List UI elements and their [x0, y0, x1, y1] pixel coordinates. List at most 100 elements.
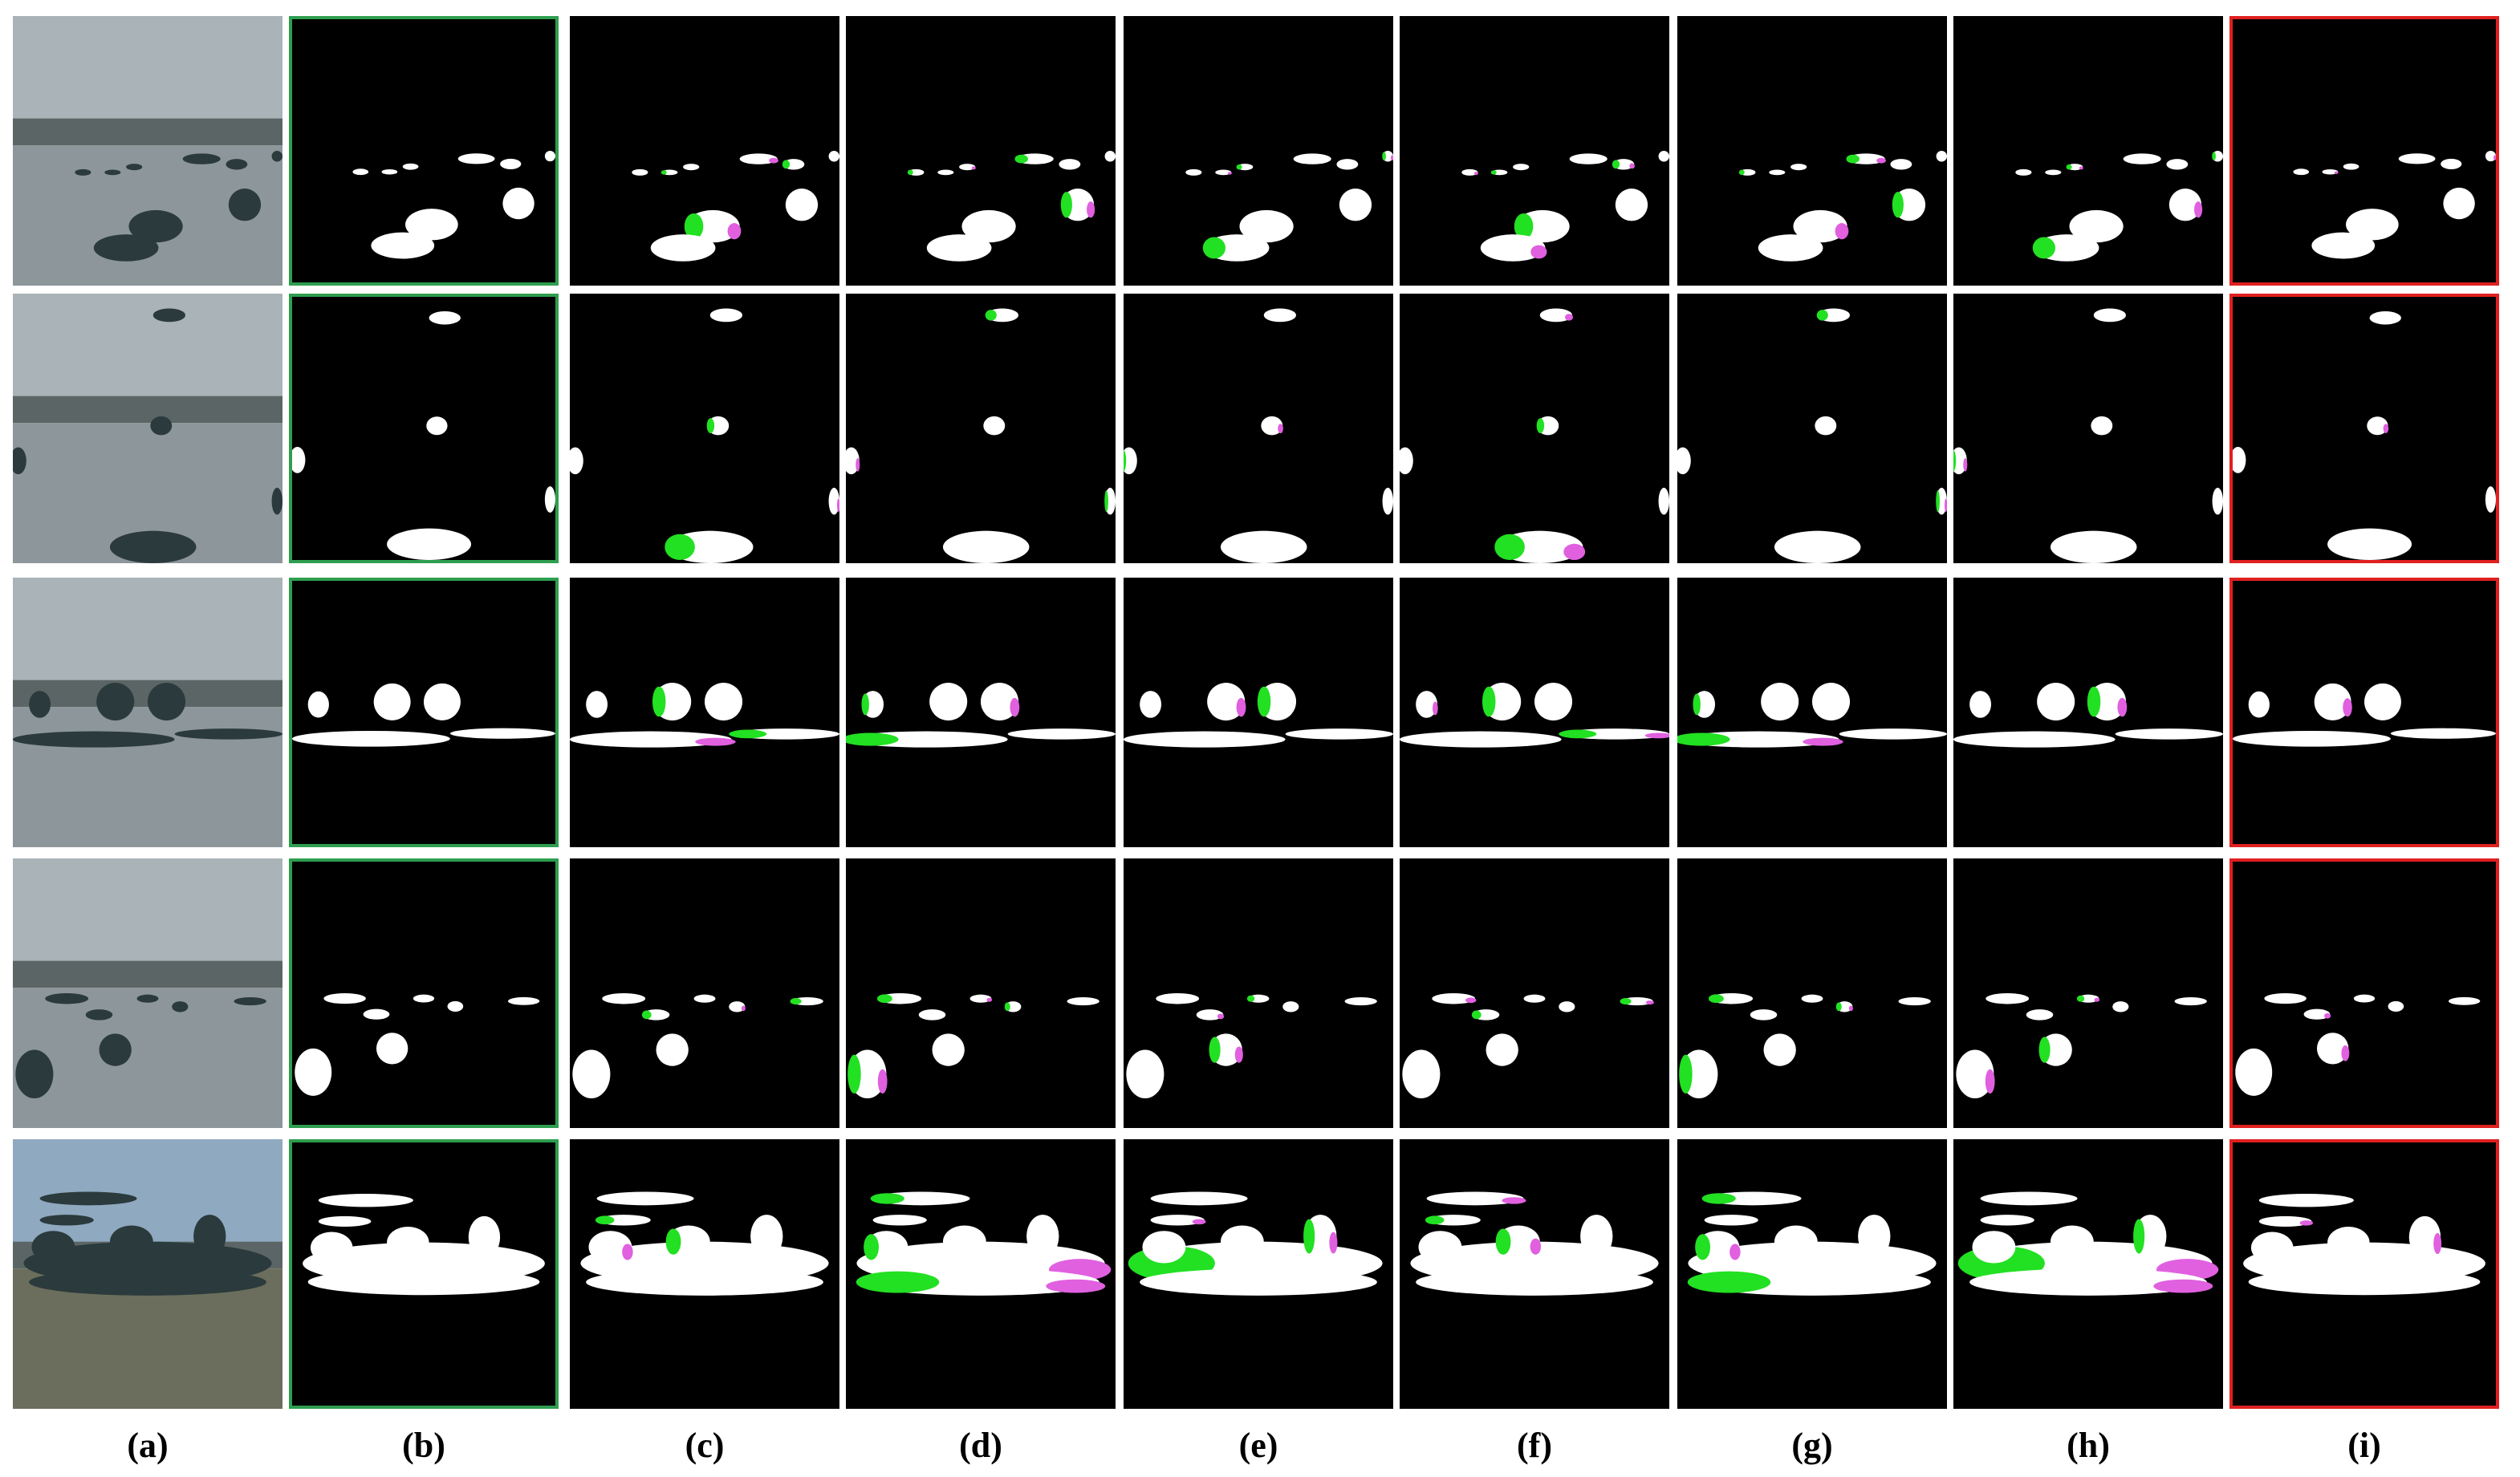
ship-mask — [1986, 993, 2030, 1004]
false-negative — [2334, 171, 2339, 174]
ship-mask — [1972, 1231, 2016, 1264]
mask-image — [846, 294, 1116, 563]
vessel — [109, 530, 197, 563]
false-positive — [706, 418, 715, 434]
mask-image — [1124, 578, 1393, 847]
ship-mask — [2091, 416, 2113, 436]
mask-image — [1124, 16, 1393, 286]
vessel — [13, 447, 26, 475]
false-negative — [1944, 498, 1947, 513]
ship-mask — [2485, 151, 2496, 162]
false-negative — [2323, 1012, 2331, 1019]
false-positive — [1495, 1228, 1511, 1255]
ship-mask — [405, 209, 458, 241]
false-positive — [856, 1271, 940, 1293]
false-positive — [1004, 1002, 1010, 1012]
false-positive — [1559, 729, 1597, 739]
ship-mask — [1774, 1225, 1818, 1258]
vessel — [150, 416, 173, 436]
false-positive — [1303, 1219, 1315, 1254]
ship-mask — [2166, 159, 2189, 170]
mask — [289, 858, 559, 1128]
mask — [846, 858, 1116, 1128]
false-negative — [1046, 1279, 1106, 1293]
false-positive — [1536, 418, 1545, 434]
column-label: (a) — [127, 1426, 169, 1465]
false-negative — [2383, 424, 2389, 433]
ship-mask — [1207, 683, 1246, 721]
vessel — [13, 731, 175, 748]
false-negative — [1329, 1232, 1338, 1254]
mask-image — [1677, 294, 1947, 563]
false-positive — [729, 729, 767, 739]
ship-mask — [937, 169, 954, 176]
shore — [13, 118, 282, 146]
ship-mask — [2327, 1226, 2370, 1259]
mask — [1953, 1139, 2223, 1409]
mask — [846, 294, 1116, 563]
false-positive — [1471, 1010, 1482, 1020]
false-positive — [1257, 686, 1271, 717]
background — [1124, 858, 1393, 1128]
ship-mask — [1239, 209, 1294, 243]
mask-image — [1953, 16, 2223, 286]
ship-mask — [1059, 159, 1081, 170]
ship-mask — [1402, 1049, 1441, 1099]
shore — [13, 396, 282, 424]
false-positive — [665, 1228, 681, 1255]
background — [292, 297, 555, 560]
ship-mask — [2037, 683, 2075, 721]
input-photo — [13, 294, 282, 563]
false-negative — [769, 157, 778, 164]
false-positive — [684, 213, 704, 240]
ship-mask — [2026, 1009, 2054, 1021]
mask — [1400, 1139, 1669, 1409]
ship-mask — [2212, 487, 2223, 515]
false-positive — [1679, 1054, 1693, 1094]
false-positive — [1846, 154, 1860, 164]
background — [1953, 858, 2223, 1128]
mask — [2229, 294, 2499, 563]
background — [1953, 578, 2223, 847]
ship-mask — [2264, 993, 2307, 1004]
ship-mask — [1156, 993, 1200, 1004]
mask — [1677, 294, 1947, 563]
false-negative — [1227, 172, 1232, 175]
mask-image — [1400, 16, 1669, 286]
mask-image — [292, 19, 555, 282]
water — [13, 707, 282, 847]
false-positive — [876, 994, 892, 1004]
ship-mask — [2314, 683, 2351, 720]
ship-mask — [1658, 151, 1669, 162]
false-negative — [2079, 166, 2083, 170]
mask — [1400, 858, 1669, 1128]
ship-mask — [371, 232, 435, 259]
false-positive — [1425, 1215, 1445, 1225]
mask-image — [1400, 858, 1669, 1128]
false-negative — [622, 1244, 633, 1260]
mask — [846, 1139, 1116, 1409]
mask — [2229, 578, 2499, 847]
vessel — [85, 1009, 113, 1021]
ship-mask — [1898, 997, 1931, 1006]
mask-image — [2233, 19, 2496, 282]
ship-mask — [872, 1215, 927, 1226]
false-positive — [1816, 310, 1828, 321]
ship-mask — [586, 691, 608, 718]
ship-mask — [2485, 486, 2496, 513]
mask-image — [1677, 578, 1947, 847]
mask-image — [1677, 1139, 1947, 1409]
mask — [1124, 294, 1393, 563]
ship-mask — [1339, 189, 1372, 221]
ship-mask — [1980, 1191, 2078, 1206]
ship-mask — [2174, 997, 2207, 1006]
mask-image — [570, 16, 839, 286]
ship-mask — [318, 1193, 413, 1207]
ship-mask — [1953, 731, 2116, 748]
ship-mask — [572, 1049, 611, 1099]
vessel — [15, 1049, 54, 1099]
background — [1677, 578, 1947, 847]
mask-image — [1400, 578, 1669, 847]
mask — [570, 294, 839, 563]
mask-image — [570, 858, 839, 1128]
